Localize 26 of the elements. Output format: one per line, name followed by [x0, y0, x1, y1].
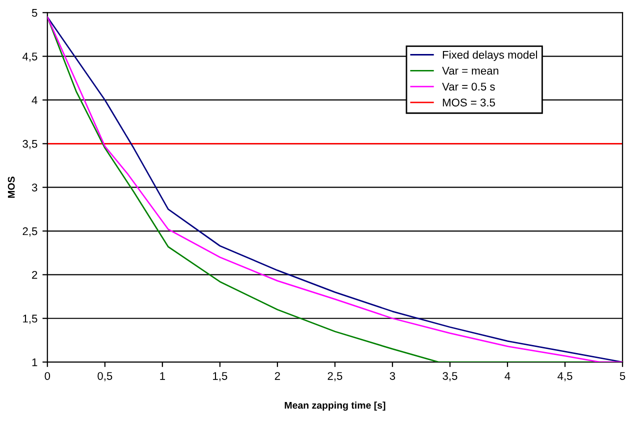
x-tick-label: 2	[274, 372, 280, 380]
y-tick-label: 4	[32, 96, 38, 104]
x-tick-label: 1,5	[213, 372, 228, 382]
x-tick-label: 2,5	[328, 372, 342, 382]
legend-label: Var = 0.5 s	[442, 82, 495, 91]
y-tick-label: 5	[32, 9, 38, 17]
x-tick-label: 1	[160, 372, 165, 380]
y-tick-label: 2	[32, 270, 38, 279]
x-tick-label: 4	[504, 372, 510, 380]
y-tick-label: 2,5	[22, 227, 38, 236]
x-tick-label: 3	[390, 372, 396, 380]
y-tick-label: 3,5	[22, 140, 38, 150]
y-tick-label: 4,5	[22, 52, 38, 62]
x-tick-label: 0,5	[98, 372, 112, 382]
x-tick-label: 4,5	[558, 372, 572, 382]
x-tick-label: 3,5	[442, 372, 458, 382]
legend-label: Fixed delays model	[442, 50, 538, 61]
legend-label: Var = mean	[442, 66, 498, 75]
x-axis-title: Mean zapping time [s]	[284, 402, 386, 411]
y-axis-title: MOS	[8, 176, 15, 198]
y-tick-label: 1,5	[23, 314, 38, 324]
legend-label: MOS = 3.5	[442, 98, 495, 106]
x-tick-label: 0	[44, 372, 50, 380]
y-tick-label: 1	[32, 358, 38, 366]
y-tick-label: 3	[32, 184, 38, 192]
x-tick-label: 5	[620, 372, 626, 380]
